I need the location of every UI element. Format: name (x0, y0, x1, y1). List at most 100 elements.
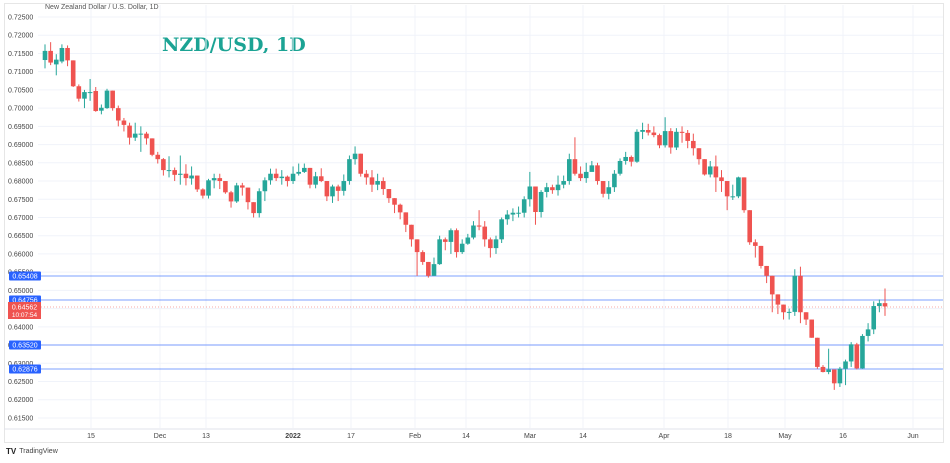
candle (206, 180, 211, 196)
candle (48, 50, 53, 63)
y-axis-tick: 0.71500 (8, 51, 33, 58)
candle (831, 369, 837, 384)
candle (668, 131, 674, 148)
candle (115, 108, 121, 121)
candle (110, 90, 115, 109)
candle (324, 181, 330, 197)
candle (820, 366, 826, 373)
candle (882, 303, 888, 307)
y-axis-tick: 0.61500 (8, 415, 33, 422)
chart-title: NZD/USD, 1D (162, 34, 306, 56)
candle (600, 181, 606, 194)
y-axis-tick: 0.72500 (8, 15, 33, 22)
y-axis-tick: 0.66500 (8, 233, 33, 240)
candle (521, 199, 527, 213)
candle (183, 173, 189, 179)
tradingview-brand: TradingView (19, 448, 58, 455)
candle (302, 167, 307, 172)
candle (273, 173, 279, 179)
candle (358, 153, 364, 174)
y-axis-tick: 0.71000 (8, 69, 33, 76)
tradingview-logo-icon: TV (6, 447, 17, 456)
x-axis-tick: 14 (579, 433, 587, 440)
candle (550, 187, 555, 191)
candle (753, 242, 758, 246)
candle (442, 239, 448, 242)
candle (572, 159, 578, 174)
x-axis-tick: 15 (87, 433, 95, 440)
y-axis-tick: 0.63000 (8, 361, 33, 368)
level-price-label: 0.64756 (12, 298, 37, 305)
candle (595, 165, 600, 182)
candle (527, 186, 533, 200)
candle (93, 90, 99, 112)
candle (865, 329, 871, 336)
candle (234, 185, 239, 202)
candle (578, 173, 583, 179)
candle (279, 176, 285, 179)
level-price-label: 0.62876 (12, 367, 37, 374)
candle (696, 148, 702, 160)
x-axis-tick: Apr (659, 433, 671, 440)
candle (375, 181, 380, 185)
candle (414, 239, 420, 253)
x-axis-tick: 18 (724, 433, 732, 440)
y-axis-tick: 0.70500 (8, 87, 33, 94)
chart-subtitle: New Zealand Dollar / U.S. Dollar, 1D (45, 4, 159, 11)
candle (736, 177, 741, 197)
x-axis-tick: 2022 (285, 433, 301, 440)
candle (200, 189, 206, 196)
x-axis-tick: 16 (839, 433, 847, 440)
candle (132, 133, 138, 138)
candle (488, 239, 493, 249)
candle (347, 159, 352, 182)
candle (538, 191, 544, 213)
candle (268, 173, 273, 181)
candle (53, 59, 59, 65)
candle (679, 131, 685, 133)
candle (409, 224, 414, 240)
candle (516, 212, 521, 214)
candle (612, 173, 617, 188)
candle (313, 176, 318, 185)
y-axis-tick: 0.67000 (8, 215, 33, 222)
candle (623, 156, 628, 161)
candle (482, 226, 488, 240)
candle (758, 245, 764, 266)
candle (465, 237, 471, 244)
candle (335, 186, 341, 191)
candle (589, 165, 595, 172)
y-axis-tick: 0.69500 (8, 124, 33, 131)
x-axis-tick: Jun (907, 433, 918, 440)
candle (803, 312, 809, 320)
candle (504, 214, 510, 220)
candle (194, 175, 200, 190)
candle (792, 275, 798, 312)
candle (871, 306, 877, 330)
candle (583, 171, 589, 179)
tradingview-footer[interactable]: TV TradingView (6, 447, 58, 456)
candle (228, 192, 234, 202)
candle (397, 204, 403, 213)
candle (854, 344, 860, 369)
level-price-label: 0.65408 (12, 274, 37, 281)
candle (437, 239, 442, 265)
candle (707, 166, 713, 175)
candle (719, 177, 724, 182)
candle (104, 90, 110, 109)
y-axis-tick: 0.70000 (8, 106, 33, 113)
candle (138, 133, 144, 135)
candle (566, 159, 572, 182)
candle (245, 187, 251, 203)
candle (848, 344, 854, 362)
candle (533, 186, 538, 213)
candle (730, 196, 736, 198)
y-axis-tick: 0.68500 (8, 160, 33, 167)
candle (172, 170, 177, 175)
candle (99, 107, 104, 111)
candle (561, 181, 566, 185)
candle (223, 181, 228, 193)
candle (860, 335, 865, 369)
x-axis-tick: 14 (462, 433, 470, 440)
